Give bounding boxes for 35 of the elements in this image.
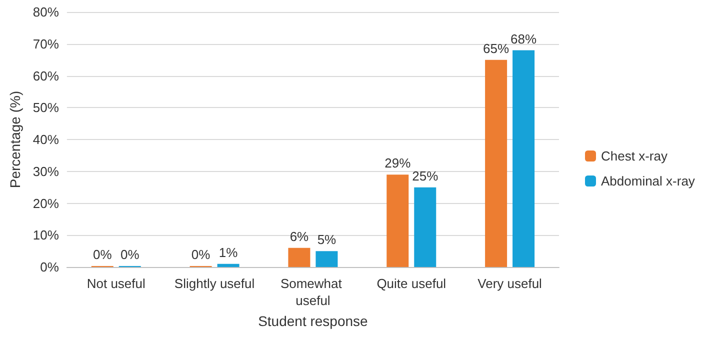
data-label: 25% <box>412 168 439 184</box>
y-tick-label: 30% <box>32 164 60 179</box>
legend-label: Abdominal x-ray <box>601 174 696 188</box>
data-label: 68% <box>510 31 537 46</box>
bar <box>288 248 310 267</box>
y-tick-label: 60% <box>32 68 60 84</box>
y-tick-label: 50% <box>32 100 60 116</box>
y-tick-label: 80% <box>32 4 60 20</box>
x-tick-label: Quite useful <box>376 276 446 291</box>
data-label: 6% <box>290 228 310 244</box>
x-tick-label: Slightly useful <box>174 276 255 291</box>
y-tick-label: 10% <box>32 228 60 243</box>
bar <box>512 50 535 267</box>
data-label: 0% <box>92 247 112 262</box>
y-axis-title: Percentage (%) <box>7 90 23 188</box>
y-tick-label: 20% <box>32 196 60 211</box>
x-axis-title: Student response <box>258 312 368 329</box>
x-tick-label: Somewhat useful <box>280 276 346 308</box>
data-label: 0% <box>191 247 211 262</box>
data-label: 1% <box>218 244 238 260</box>
data-label: 5% <box>317 232 337 248</box>
bar <box>217 264 240 267</box>
y-tick-label: 70% <box>32 36 60 52</box>
x-tick-label: Not useful <box>86 276 146 291</box>
x-tick-label: Very useful <box>478 276 542 291</box>
bar <box>316 251 338 267</box>
data-label: 0% <box>120 247 140 262</box>
data-label: 29% <box>384 156 412 171</box>
data-label: 65% <box>483 40 510 56</box>
legend-label: Chest x-ray <box>601 148 668 164</box>
y-tick-label: 0% <box>40 260 60 274</box>
bar <box>386 174 409 267</box>
bar <box>414 187 436 267</box>
y-tick-label: 40% <box>32 132 60 147</box>
bar <box>485 60 508 267</box>
